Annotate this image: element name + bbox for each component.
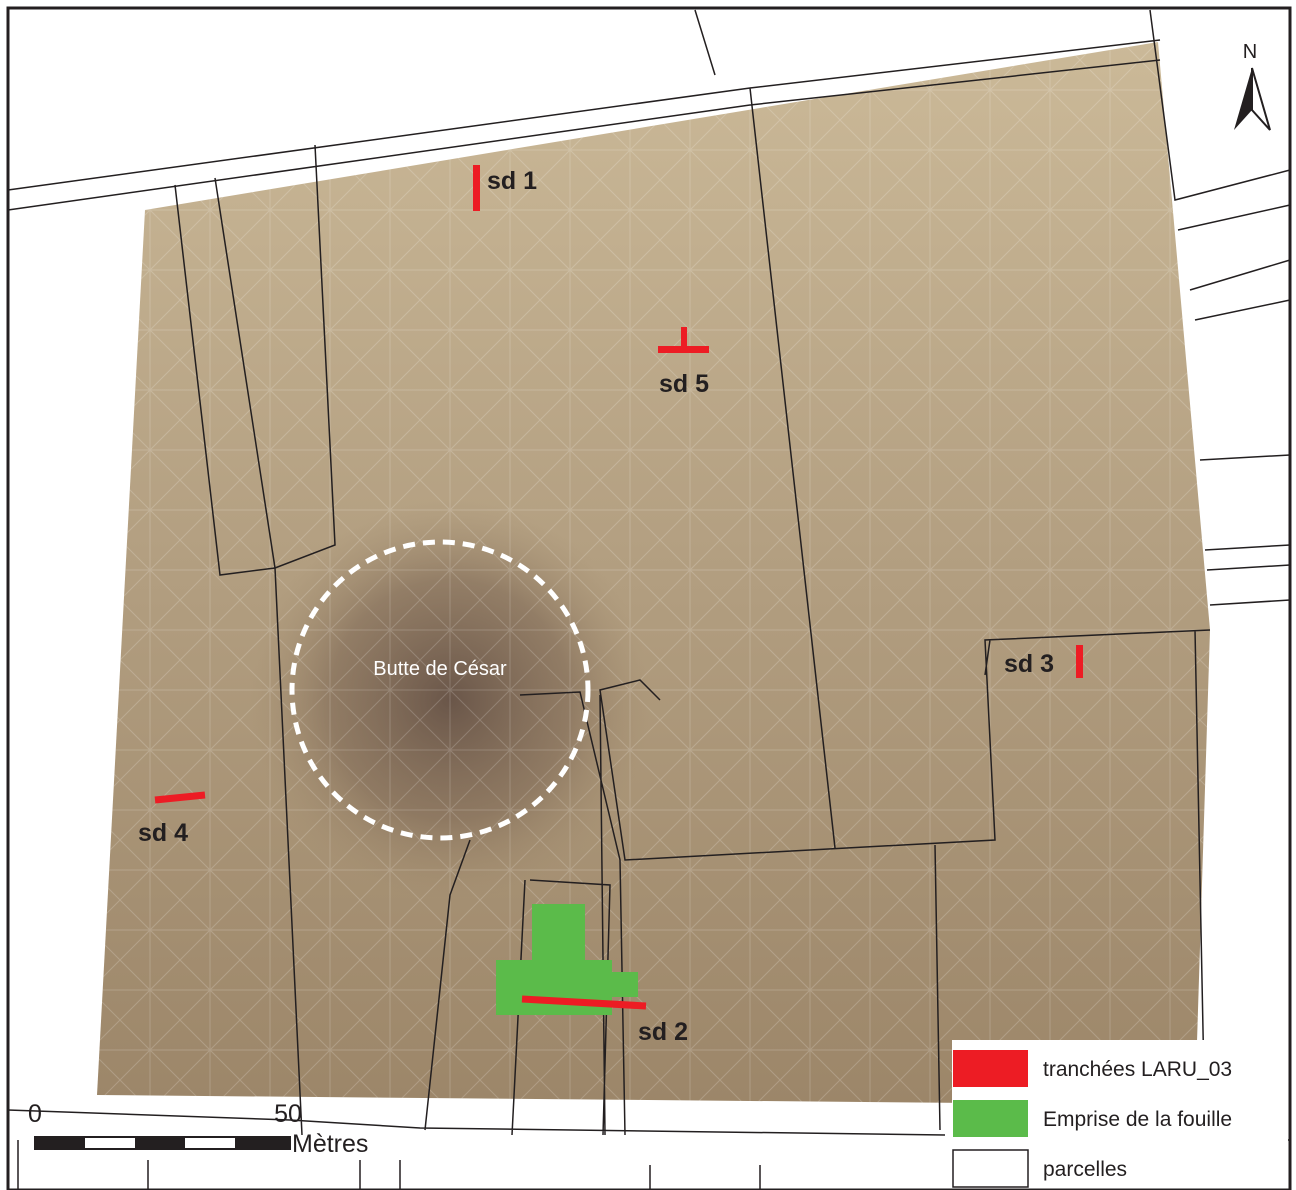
trench-label: sd 4 [138, 819, 188, 847]
north-arrow [1234, 68, 1252, 130]
legend-swatch [953, 1050, 1028, 1087]
butte-circle [289, 539, 591, 841]
north-arrow [1251, 67, 1271, 131]
landmark-label: Butte de César [373, 658, 507, 680]
north-label: N [1243, 41, 1257, 63]
trench [658, 346, 709, 353]
scale-unit: Mètres [292, 1130, 368, 1158]
scale-tick-label: 0 [28, 1100, 42, 1128]
legend-swatch [952, 1149, 1029, 1188]
map-frame [6, 6, 1292, 1190]
trench [473, 165, 480, 211]
scale-tick-label: 50 [274, 1100, 302, 1128]
excavation-area [612, 972, 638, 997]
trench [1076, 645, 1083, 678]
trench-label: sd 2 [638, 1018, 688, 1046]
excavation-area [496, 960, 612, 1015]
trench-label: sd 1 [487, 167, 537, 195]
scale-bar-segment [35, 1137, 85, 1149]
trench [154, 791, 206, 804]
scale-bar-segment [135, 1137, 185, 1149]
excavation-area [532, 904, 585, 960]
trench-label: sd 5 [659, 370, 709, 398]
trench [681, 327, 687, 349]
terrain-mesh [97, 42, 1210, 1105]
trench [521, 995, 647, 1010]
scale-bar-segment [235, 1137, 290, 1149]
legend-label: Emprise de la fouille [1043, 1108, 1232, 1131]
legend-label: tranchées LARU_03 [1043, 1058, 1232, 1081]
legend-label: parcelles [1043, 1158, 1127, 1181]
legend-swatch [953, 1100, 1028, 1137]
trench-label: sd 3 [1004, 650, 1054, 678]
